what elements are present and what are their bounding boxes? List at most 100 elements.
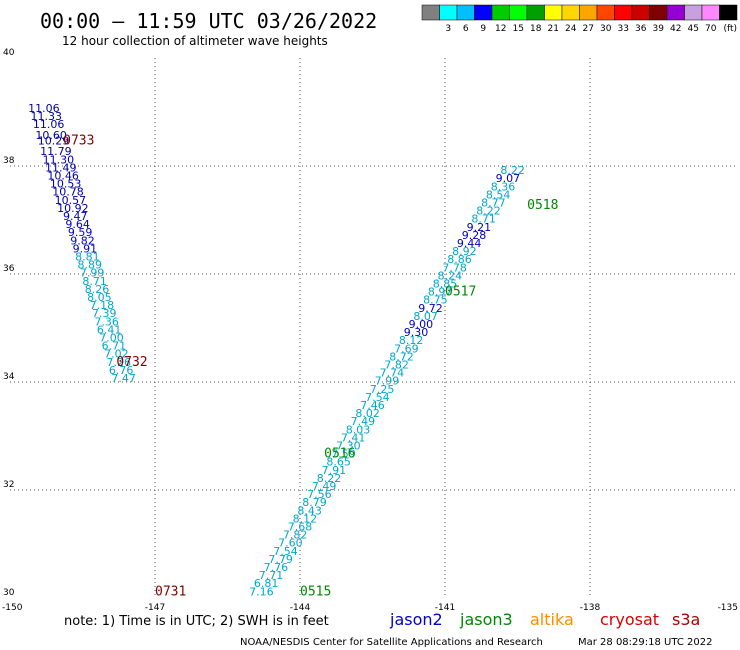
swh-point: 9.00 [409,318,434,331]
colorbar-label: 45 [688,24,699,34]
x-tick-labels: -150 -147 -144 -141 -138 -135 [2,603,738,613]
colorbar-swatch [579,4,598,21]
swh-point: 8.79 [302,496,327,509]
swh-point: 8.05 [87,291,112,304]
swh-point: 10.57 [55,194,87,207]
swh-point: 7.30 [336,440,361,453]
swh-point: 7.74 [380,367,405,380]
swh-point: 11.79 [40,145,72,158]
swh-point: 8.26 [85,283,110,296]
colorbar-label: 6 [463,24,469,34]
swh-point: 8.81 [75,251,100,264]
colorbar-label: 42 [670,24,681,34]
swh-point: 7.16 [249,585,274,598]
colorbar-swatch [561,4,580,21]
swh-point: 9.30 [404,326,429,339]
swh-point: 9.47 [63,210,88,223]
swh-point: 8.97 [428,286,453,299]
y-tick-label: 38 [3,156,15,166]
swh-point: 7.68 [288,521,313,534]
colorbar-label: 33 [618,24,629,34]
colorbar-label: 39 [653,24,665,34]
y-tick-label: 32 [3,480,14,490]
colorbar-label: 18 [530,24,542,34]
colorbar-label: 3 [445,24,451,34]
colorbar-label: 30 [600,24,612,34]
footer-credit: NOAA/NESDIS Center for Satellite Applica… [240,637,543,648]
swh-point: 7.46 [360,399,385,412]
swh-point: 7.54 [273,545,298,558]
footer-timestamp: Mar 28 08:29:18 UTC 2022 [578,637,713,648]
swh-point: 7.99 [80,267,105,280]
colorbar-label: 24 [565,24,577,34]
colorbar-swatch [701,4,720,21]
swh-point: 8.77 [481,197,506,210]
swh-point: 7.00 [99,332,124,345]
swh-point: 11.49 [45,161,77,174]
swh-point: 7.56 [307,488,332,501]
swh-point: 10.46 [47,170,79,183]
colorbar-swatch [509,4,528,21]
swh-point: 8.22 [317,472,342,485]
swh-point: 8.92 [452,245,477,258]
data-points: 11.0611.3311.0610.6010.2911.7911.3011.49… [28,102,525,598]
swh-point: 7.60 [278,537,303,550]
pass-labels: 0733 0732 0731 0515 0516 0517 0518 [63,133,558,599]
legend-s3a: s3a [672,610,700,629]
swh-point: 6.81 [254,577,279,590]
y-tick-label: 30 [3,588,15,598]
swh-point: 7.41 [341,431,366,444]
y-tick-label: 36 [3,264,15,274]
swh-point: 7.82 [283,529,308,542]
satellite-legend: jason2 jason3 altika cryosat s3a [389,610,700,629]
swh-point: 8.07 [413,310,438,323]
colorbar-swatch [456,4,475,21]
swh-point: 7.71 [259,569,284,582]
swh-point: 8.24 [438,269,463,282]
swh-point: 8.22 [476,205,501,218]
legend-cryosat: cryosat [600,610,659,629]
colorbar-label: 9 [480,24,486,34]
swh-point: 9.82 [70,234,95,247]
colorbar-swatch [684,4,703,21]
colorbar-swatch [719,4,738,21]
swh-point: 8.72 [389,350,414,363]
colorbar-swatch [649,4,668,21]
swh-point: 7.79 [268,553,293,566]
swh-point: 7.78 [442,261,467,274]
swh-point: 7.54 [365,391,390,404]
swh-point: 8.71 [82,275,107,288]
colorbar-label: 27 [583,24,594,34]
swh-point: 8.71 [471,213,496,226]
swh-point: 9.91 [73,242,98,255]
swh-point: 9.64 [65,218,90,231]
swh-point: 7.76 [264,561,289,574]
chart-title: 00:00 – 11:59 UTC 03/26/2022 [40,9,377,33]
colorbar-swatch [631,4,650,21]
swh-point: 8.75 [423,294,448,307]
legend-jason3: jason3 [459,610,513,629]
y-tick-label: 40 [3,48,15,58]
swh-point: 9.44 [457,237,482,250]
swh-point: 7.36 [94,315,119,328]
swh-point: 7.59 [331,448,356,461]
colorbar-swatch [439,4,458,21]
colorbar-label: 21 [548,24,559,34]
x-tick-label: -150 [2,603,23,613]
swh-point: 8.86 [447,253,472,266]
swh-point: 11.06 [28,102,60,115]
colorbar-swatch [666,4,685,21]
swh-point: 10.29 [38,134,70,147]
colorbar-label: 15 [513,24,524,34]
swh-point: 7.69 [394,342,419,355]
swh-point: 8.89 [78,259,103,272]
swh-point: 7.49 [312,480,337,493]
pass-label: 0518 [527,198,558,213]
y-tick-label: 34 [3,372,15,382]
swh-point: 6.41 [97,323,122,336]
swh-point: 7.91 [322,464,347,477]
pass-label: 0731 [155,584,186,599]
swh-point: 9.21 [467,221,492,234]
colorbar-label: 12 [495,24,506,34]
x-tick-label: -138 [580,603,601,613]
